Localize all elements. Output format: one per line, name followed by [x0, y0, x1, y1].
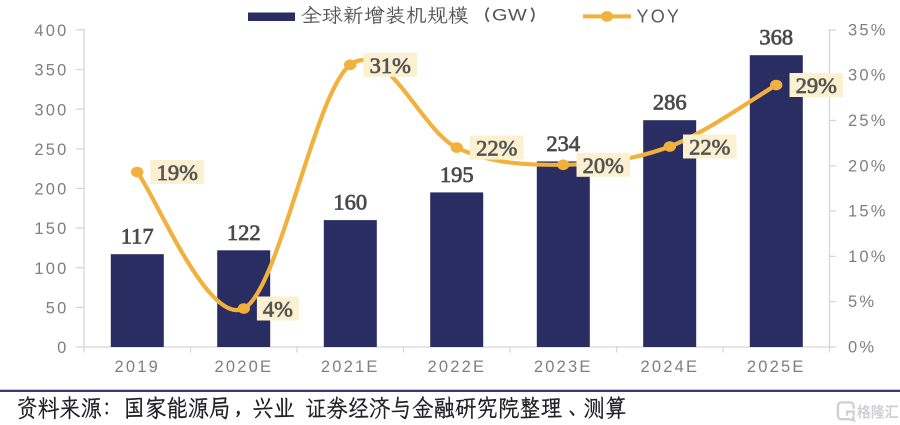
svg-text:19%: 19% — [157, 160, 198, 185]
svg-text:20%: 20% — [848, 157, 888, 175]
svg-text:25%: 25% — [848, 112, 888, 130]
svg-text:234: 234 — [546, 131, 580, 156]
svg-text:350: 350 — [34, 62, 68, 80]
svg-text:2022E: 2022E — [427, 358, 486, 376]
svg-text:250: 250 — [34, 141, 68, 159]
svg-text:2025E: 2025E — [747, 358, 806, 376]
svg-text:10%: 10% — [848, 248, 888, 266]
svg-text:160: 160 — [333, 190, 367, 215]
svg-text:50: 50 — [46, 300, 69, 318]
svg-text:31%: 31% — [370, 53, 411, 78]
svg-text:GW: GW — [492, 5, 527, 24]
svg-text:122: 122 — [227, 220, 261, 245]
svg-text:2020E: 2020E — [214, 358, 273, 376]
svg-text:22%: 22% — [689, 135, 730, 160]
svg-text:30%: 30% — [848, 67, 888, 85]
svg-text:0: 0 — [57, 339, 68, 357]
svg-text:368: 368 — [759, 25, 793, 50]
svg-text:2021E: 2021E — [321, 358, 380, 376]
svg-text:150: 150 — [34, 220, 68, 238]
svg-text:2019: 2019 — [114, 358, 160, 376]
svg-text:YOY: YOY — [637, 7, 682, 27]
svg-text:2024E: 2024E — [640, 358, 699, 376]
svg-text:195: 195 — [440, 162, 474, 187]
svg-text:0%: 0% — [848, 339, 876, 357]
svg-text:5%: 5% — [848, 293, 876, 311]
svg-text:300: 300 — [34, 101, 68, 119]
svg-text:29%: 29% — [796, 73, 837, 98]
svg-text:35%: 35% — [848, 21, 888, 39]
svg-text:400: 400 — [34, 22, 68, 40]
svg-text:4%: 4% — [263, 297, 293, 322]
svg-text:2023E: 2023E — [534, 358, 593, 376]
svg-text:117: 117 — [121, 224, 154, 249]
svg-text:200: 200 — [34, 181, 68, 199]
svg-text:100: 100 — [34, 260, 68, 278]
svg-text:22%: 22% — [476, 136, 517, 161]
svg-text:15%: 15% — [848, 203, 888, 221]
svg-text:20%: 20% — [583, 153, 624, 178]
svg-text:286: 286 — [653, 90, 687, 115]
